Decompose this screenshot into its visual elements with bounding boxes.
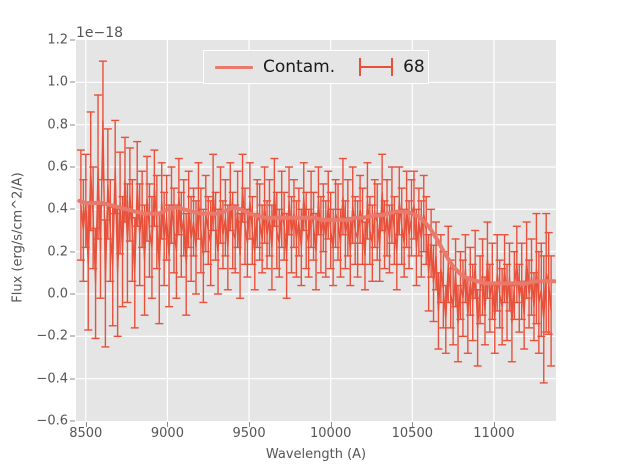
x-tick-label: 10000 [310,426,352,441]
x-axis-label: Wavelength (A) [265,447,367,462]
y-tick-label: 0.2 [47,244,68,260]
legend-box[interactable]: Contam. 68 [203,50,429,84]
plot-area [76,40,556,421]
y-tick-label: 0.0 [47,286,68,302]
x-tick-label: 10500 [391,426,433,441]
x-tick-mark [330,422,332,427]
data-series-layer [76,60,556,384]
legend-label-contam: Contam. [263,57,336,77]
y-tick-label: −0.4 [36,371,68,387]
y-tick-label: −0.6 [36,413,68,429]
y-tick-mark [70,293,75,295]
y-tick-label: 0.6 [47,159,68,175]
y-tick-mark [70,251,75,253]
y-tick-mark [70,208,75,210]
legend-entry-contam[interactable]: Contam. [204,51,335,83]
legend-line-icon [215,65,253,69]
x-tick-mark [167,422,169,427]
x-tick-mark [85,422,87,427]
y-tick-label: −0.2 [36,328,68,344]
y-axis-label: Flux (erg/s/cm^2/A) [10,172,26,303]
x-tick-label: 9500 [232,426,266,441]
legend-entry-68[interactable]: 68 [335,51,425,83]
y-tick-mark [70,39,75,41]
x-tick-mark [412,422,414,427]
x-tick-label: 11000 [473,426,515,441]
errorbar-series-68 [76,60,556,384]
legend-errorbar-icon [359,57,394,77]
legend-label-68: 68 [403,57,425,77]
y-tick-label: 0.8 [47,117,68,133]
y-tick-mark [70,420,75,422]
x-tick-mark [249,422,251,427]
y-tick-label: 0.4 [47,201,68,217]
x-tick-label: 9000 [150,426,184,441]
y-tick-mark [70,124,75,126]
contamination-line [77,198,556,286]
y-tick-mark [70,335,75,337]
y-tick-label: 1.2 [47,32,68,48]
x-tick-label: 8500 [69,426,103,441]
y-axis-offset-text: 1e−18 [76,25,124,41]
y-tick-mark [70,166,75,168]
y-tick-label: 1.0 [47,74,68,90]
y-tick-mark [70,378,75,380]
x-tick-mark [493,422,495,427]
y-tick-mark [70,81,75,83]
y-axis-tick-group: 1.2 1.0 0.8 0.6 0.4 0.2 0.0 −0.2 −0.4 −0.6 [0,0,75,467]
